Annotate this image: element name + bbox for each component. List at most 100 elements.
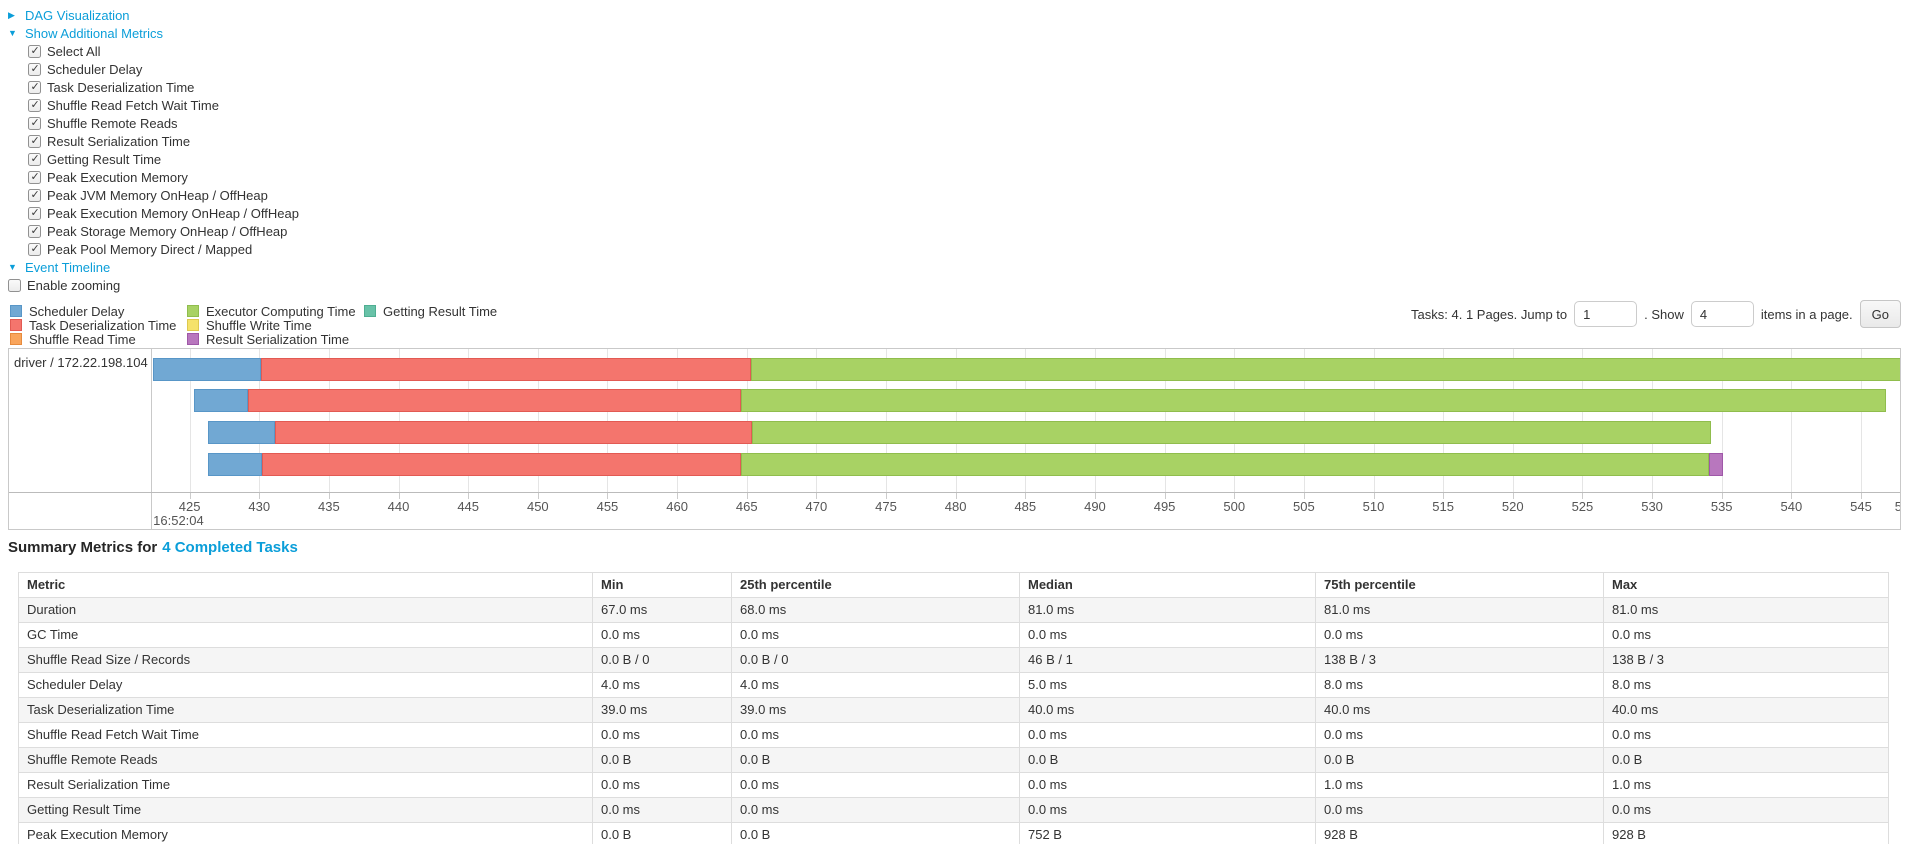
expanded-arrow-icon: ▼ <box>8 27 17 38</box>
table-cell: 0.0 ms <box>592 722 732 748</box>
task-bar-scheduler-delay[interactable] <box>153 358 261 381</box>
table-cell: 0.0 B <box>1315 747 1604 773</box>
table-cell: GC Time <box>18 622 593 648</box>
table-row: GC Time 0.0 ms 0.0 ms 0.0 ms 0.0 ms 0.0 ms <box>18 622 1889 648</box>
task-bar-scheduler-delay[interactable] <box>193 389 249 412</box>
table-row: Result Serialization Time 0.0 ms 0.0 ms 0.0… <box>18 772 1889 798</box>
table-cell: 4.0 ms <box>731 672 1020 698</box>
timeline-plot <box>152 349 1900 492</box>
task-bar-executor-computing[interactable] <box>752 421 1711 444</box>
axis-tick <box>189 493 191 499</box>
scheduler-delay-swatch <box>10 305 22 317</box>
timeline-gridline <box>1791 349 1793 492</box>
table-cell: 0.0 ms <box>731 722 1020 748</box>
table-cell: 0.0 ms <box>592 797 732 823</box>
task-bar-executor-computing[interactable] <box>750 358 1900 381</box>
axis-tick-label: 530 <box>1641 499 1663 514</box>
axis-tick-label: 435 <box>318 499 340 514</box>
timeline-gridline <box>1443 349 1445 492</box>
table-cell: 39.0 ms <box>731 697 1020 723</box>
legend-label: Result Serialization Time <box>206 331 350 347</box>
axis-tick <box>1443 493 1445 499</box>
axis-tick-label: 535 <box>1710 499 1733 514</box>
metric-checkbox-row: Select All <box>28 42 299 60</box>
task-bar-task-deserialization[interactable] <box>274 421 753 444</box>
table-cell: 8.0 ms <box>1315 672 1604 698</box>
pagination-suffix-text: items in a page. <box>1760 306 1853 322</box>
table-cell: 0.0 B <box>592 822 732 844</box>
timeline-gridline <box>189 349 191 492</box>
task-bar-task-deserialization[interactable] <box>262 453 742 476</box>
task-bar-scheduler-delay[interactable] <box>207 421 275 444</box>
metric-checkbox-row: Peak Execution Memory <box>28 168 299 186</box>
show-additional-metrics-toggle[interactable]: ▼ Show Additional Metrics <box>8 24 299 42</box>
timeline-gridline <box>607 349 609 492</box>
table-cell: 1.0 ms <box>1603 772 1889 798</box>
checkbox-peak-execution-memory-onheap-offheap[interactable] <box>28 206 41 220</box>
table-cell: 0.0 B / 0 <box>592 647 732 673</box>
axis-tick <box>607 493 609 499</box>
checkbox-peak-storage-memory-onheap-offheap[interactable] <box>28 224 41 238</box>
table-cell: 0.0 ms <box>1019 772 1316 798</box>
table-cell: 928 B <box>1603 822 1889 844</box>
metric-checkbox-row: Scheduler Delay <box>28 60 299 78</box>
event-timeline-toggle[interactable]: ▼ Event Timeline <box>8 258 299 276</box>
task-bar-scheduler-delay[interactable] <box>207 453 263 476</box>
table-cell: 81.0 ms <box>1315 597 1604 623</box>
timeline-gridline <box>1025 349 1027 492</box>
task-bar-executor-computing[interactable] <box>741 453 1710 476</box>
table-cell: 138 B / 3 <box>1315 647 1604 673</box>
table-cell: 40.0 ms <box>1603 697 1889 723</box>
checkbox-label: Peak Storage Memory OnHeap / OffHeap <box>47 223 288 239</box>
checkbox-task-deserialization-time[interactable] <box>28 80 41 94</box>
checkbox-label: Peak Execution Memory OnHeap / OffHeap <box>47 205 299 221</box>
task-bar-result-serialization[interactable] <box>1709 453 1724 476</box>
checkbox-shuffle-read-fetch-wait-time[interactable] <box>28 98 41 112</box>
axis-tick <box>816 493 818 499</box>
go-button[interactable]: Go <box>1859 300 1901 328</box>
timeline-gridline <box>955 349 957 492</box>
timeline-gridline <box>468 349 470 492</box>
table-row: Getting Result Time 0.0 ms 0.0 ms 0.0 ms 0.0… <box>18 797 1889 823</box>
axis-tick <box>1721 493 1723 499</box>
table-cell: Task Deserialization Time <box>18 697 593 723</box>
table-cell: Shuffle Read Fetch Wait Time <box>18 722 593 748</box>
table-cell: 81.0 ms <box>1603 597 1889 623</box>
axis-tick-label: 540 <box>1780 499 1803 514</box>
checkbox-peak-execution-memory[interactable] <box>28 170 41 184</box>
legend-entry: Result Serialization Time <box>187 331 364 347</box>
axis-tick <box>1025 493 1027 499</box>
metrics-checklist: Select All Scheduler Delay Task Deserializ… <box>8 42 299 258</box>
timeline-gridline <box>1652 349 1654 492</box>
metric-checkbox-row: Getting Result Time <box>28 150 299 168</box>
checkbox-select-all[interactable] <box>28 44 41 58</box>
legend-label: Shuffle Read Time <box>29 331 136 347</box>
checkbox-peak-jvm-memory-onheap-offheap[interactable] <box>28 188 41 202</box>
completed-tasks-link[interactable]: 4 Completed Tasks <box>162 539 298 556</box>
table-cell: 928 B <box>1315 822 1604 844</box>
table-cell: Result Serialization Time <box>18 772 593 798</box>
column-header-min: Min <box>592 572 732 598</box>
dag-visualization-toggle[interactable]: ▶ DAG Visualization <box>8 6 299 24</box>
enable-zooming-checkbox[interactable] <box>8 278 21 292</box>
checkbox-scheduler-delay[interactable] <box>28 62 41 76</box>
table-cell: 0.0 ms <box>1019 797 1316 823</box>
checkbox-label: Shuffle Read Fetch Wait Time <box>47 97 219 113</box>
task-bar-task-deserialization[interactable] <box>248 389 742 412</box>
checkbox-shuffle-remote-reads[interactable] <box>28 116 41 130</box>
checkbox-getting-result-time[interactable] <box>28 152 41 166</box>
table-cell: 1.0 ms <box>1315 772 1604 798</box>
jump-to-page-input[interactable] <box>1574 301 1638 327</box>
legend-entry: Task Deserialization Time <box>10 318 187 333</box>
task-bar-task-deserialization[interactable] <box>260 358 751 381</box>
table-row: Task Deserialization Time 39.0 ms 39.0 ms 4… <box>18 697 1889 723</box>
shuffle-write-swatch <box>187 319 199 331</box>
axis-tick-label: 525 <box>1571 499 1594 514</box>
items-per-page-input[interactable] <box>1690 301 1754 327</box>
axis-tick-label: 480 <box>944 499 967 514</box>
checkbox-peak-pool-memory-direct-mapped[interactable] <box>28 242 41 256</box>
table-cell: 0.0 B <box>592 747 732 773</box>
checkbox-result-serialization-time[interactable] <box>28 134 41 148</box>
task-bar-executor-computing[interactable] <box>741 389 1887 412</box>
axis-tick <box>1791 493 1793 499</box>
